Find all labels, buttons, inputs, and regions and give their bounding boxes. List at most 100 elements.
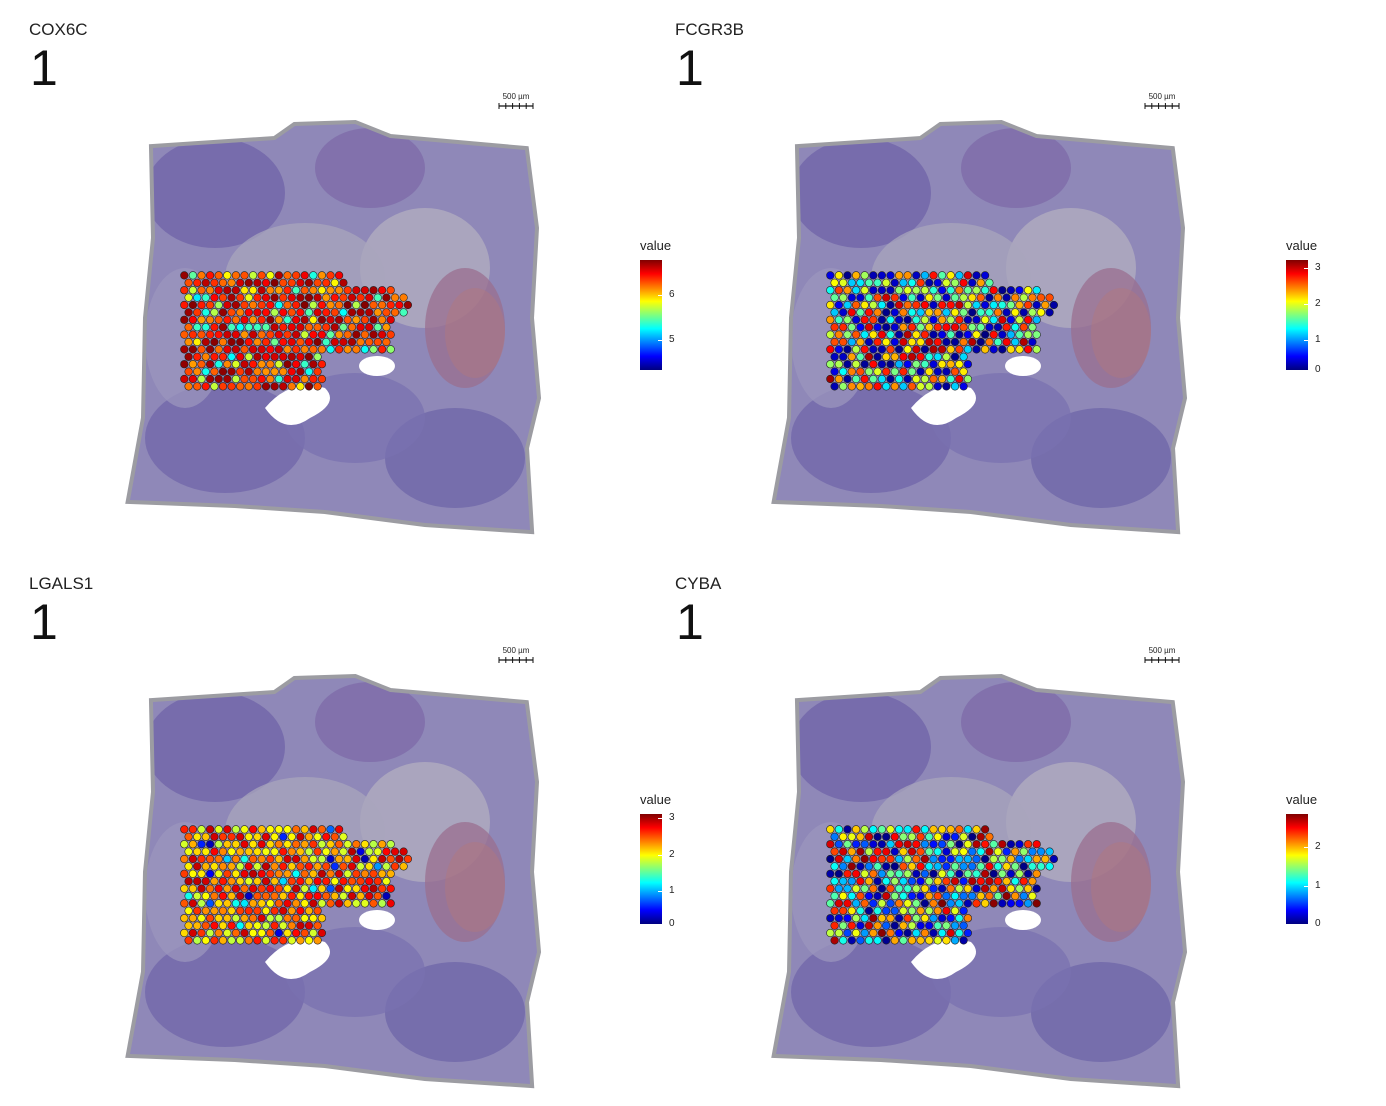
spot xyxy=(309,360,318,369)
legend-title: value xyxy=(1286,792,1318,807)
spot xyxy=(959,337,968,347)
spot xyxy=(959,308,968,317)
spot xyxy=(223,928,232,938)
spot xyxy=(231,315,240,324)
spot xyxy=(270,906,279,915)
spot xyxy=(279,382,288,391)
spot xyxy=(347,877,357,886)
spot xyxy=(188,330,197,339)
spot xyxy=(860,840,869,849)
spot xyxy=(839,862,848,871)
spot xyxy=(869,869,878,878)
spot xyxy=(882,308,891,317)
spot xyxy=(399,293,408,302)
spot xyxy=(890,278,899,287)
spot xyxy=(343,330,352,339)
spot xyxy=(249,286,258,295)
spot xyxy=(309,374,318,384)
spot xyxy=(339,323,348,332)
spot xyxy=(830,891,839,901)
spot xyxy=(843,300,852,310)
spot xyxy=(292,825,301,834)
spot xyxy=(856,832,865,841)
spot xyxy=(834,286,843,295)
spot xyxy=(236,936,245,945)
spot xyxy=(193,906,202,915)
spot xyxy=(890,936,899,945)
spot xyxy=(890,847,899,856)
spot xyxy=(257,374,266,384)
spot xyxy=(356,293,365,302)
spot xyxy=(227,337,236,347)
spot xyxy=(985,278,994,287)
spot xyxy=(296,293,305,302)
spot xyxy=(261,891,271,901)
spot xyxy=(925,308,934,317)
spot xyxy=(317,825,326,834)
spot xyxy=(309,271,318,280)
spot xyxy=(976,278,985,287)
spot xyxy=(929,825,938,834)
spot xyxy=(907,891,917,901)
spot xyxy=(274,928,283,938)
spot xyxy=(1011,862,1020,871)
spot xyxy=(959,832,968,841)
legend-color-bar xyxy=(1286,260,1308,370)
spot xyxy=(933,278,942,287)
spot xyxy=(266,884,275,893)
spot xyxy=(1006,884,1015,893)
spot xyxy=(257,330,266,339)
spot xyxy=(249,869,258,878)
spot xyxy=(843,928,852,938)
spot xyxy=(856,906,865,915)
spot xyxy=(895,840,904,849)
spot xyxy=(339,278,348,287)
spot xyxy=(184,847,193,856)
spot xyxy=(830,308,839,317)
spot xyxy=(1006,899,1015,908)
spot xyxy=(188,840,197,849)
spot xyxy=(963,914,972,923)
spot xyxy=(180,899,189,908)
spot xyxy=(981,315,990,324)
spot xyxy=(283,884,292,893)
spot xyxy=(249,345,258,354)
spot xyxy=(938,345,947,354)
spot xyxy=(218,337,228,347)
spot xyxy=(886,330,895,339)
spot xyxy=(279,308,288,317)
spot xyxy=(1032,286,1041,295)
spot xyxy=(933,906,942,915)
spot xyxy=(860,869,869,878)
spot xyxy=(826,854,835,864)
spot xyxy=(834,345,843,354)
spot xyxy=(959,862,968,871)
spot xyxy=(955,286,964,295)
spot xyxy=(317,884,326,893)
spot xyxy=(201,293,210,302)
spot xyxy=(903,825,912,834)
spot xyxy=(270,308,279,317)
spot xyxy=(851,884,861,893)
spot xyxy=(851,330,861,339)
spot xyxy=(912,374,921,384)
spot xyxy=(946,345,955,354)
spot xyxy=(231,360,240,369)
spot xyxy=(266,914,275,923)
color-legend: value 6 5 xyxy=(638,238,688,378)
spot xyxy=(886,914,895,923)
spot xyxy=(907,278,917,287)
spot xyxy=(968,308,977,317)
spot xyxy=(244,847,253,856)
legend-title: value xyxy=(1286,238,1318,253)
spot xyxy=(240,884,249,893)
spot xyxy=(313,293,322,302)
spot xyxy=(998,899,1007,908)
spot xyxy=(925,352,934,361)
spot xyxy=(227,278,236,287)
spot xyxy=(860,315,869,324)
spot xyxy=(227,906,236,915)
spot xyxy=(933,293,942,302)
spot xyxy=(912,914,921,923)
spot xyxy=(830,367,839,376)
